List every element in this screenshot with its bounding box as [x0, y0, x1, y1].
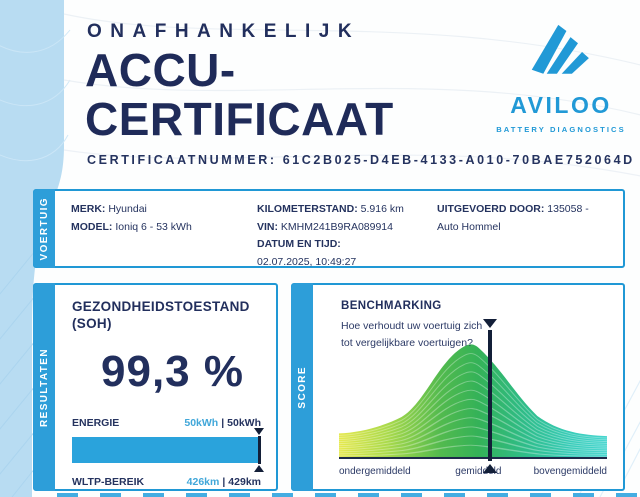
wltp-values: 426km | 429km — [187, 476, 261, 488]
wltp-current-value: 426km — [186, 476, 220, 488]
vehicle-km-field: KILOMETERSTAND: 5.916 km — [257, 201, 437, 219]
vehicle-tab-label: VOERTUIG — [38, 196, 50, 261]
energy-label: ENERGIE — [72, 417, 120, 429]
energy-max-value: 50kWh — [227, 417, 261, 429]
axis-label-mid: gemiddeld — [455, 466, 502, 477]
vehicle-executor-field: UITGEVOERD DOOR: 135058 - Auto Hommel — [437, 201, 609, 236]
soh-heading: GEZONDHEIDSTOESTAND (SOH) — [72, 299, 250, 331]
brand-logo: AVILOO BATTERY DIAGNOSTICS — [493, 14, 629, 134]
model-value: Ioniq 6 - 53 kWh — [115, 220, 192, 233]
soh-value: 99,3 % — [101, 347, 244, 396]
brand-tagline: BATTERY DIAGNOSTICS — [496, 125, 626, 134]
vehicle-column-2: KILOMETERSTAND: 5.916 km VIN: KMHM241B9R… — [257, 201, 437, 268]
marker-line — [257, 436, 261, 464]
benchmarking-title: BENCHMARKING — [341, 300, 442, 312]
vehicle-model-field: MODEL: Ioniq 6 - 53 kWh — [71, 219, 257, 237]
wltp-separator: | — [222, 476, 226, 488]
vehicle-card: VOERTUIG MERK: Hyundai MODEL: Ioniq 6 - … — [33, 189, 625, 268]
score-marker-triangle-up-icon — [483, 464, 498, 473]
vehicle-tab: VOERTUIG — [33, 189, 55, 268]
brand-wordmark: AVILOO — [510, 92, 612, 118]
score-marker-triangle-down-icon — [483, 319, 498, 328]
vehicle-merk-field: MERK: Hyundai — [71, 201, 257, 219]
energy-bar-fill — [72, 437, 260, 463]
executor-value: 135058 - Auto Hommel — [437, 203, 589, 233]
header-kicker: ONAFHANKELIJK — [87, 21, 361, 42]
merk-label: MERK: — [71, 203, 106, 215]
score-card-content: BENCHMARKING Hoe verhoudt uw voertuig zi… — [315, 285, 623, 489]
vehicle-column-3: UITGEVOERD DOOR: 135058 - Auto Hommel — [437, 201, 613, 258]
model-label: MODEL: — [71, 220, 113, 233]
energy-current-value: 50kWh — [184, 417, 219, 429]
benchmarking-question: Hoe verhoudt uw voertuig zich tot vergel… — [341, 320, 483, 349]
axis-label-low: ondergemiddeld — [339, 466, 411, 477]
score-tab: SCORE — [291, 283, 313, 491]
score-marker-line — [488, 330, 493, 461]
wltp-label: WLTP-BEREIK — [72, 476, 145, 488]
marker-triangle-down-icon — [254, 428, 264, 435]
aviloo-triangles-icon — [531, 24, 589, 74]
wltp-row: WLTP-BEREIK 426km | 429km — [72, 476, 261, 488]
certificate-number-value: 61C2B025-D4EB-4133-A010-70BAE752064D — [282, 153, 635, 167]
page-title-line1: ACCU- — [85, 44, 236, 96]
energy-separator: | — [221, 417, 225, 429]
results-card: RESULTATEN GEZONDHEIDSTOESTAND (SOH) 99,… — [33, 283, 278, 491]
executor-label: UITGEVOERD DOOR: — [437, 203, 545, 215]
axis-label-high: bovengemiddeld — [533, 466, 607, 477]
page-title: ACCU- CERTIFICAAT — [85, 46, 394, 144]
vehicle-column-1: MERK: Hyundai MODEL: Ioniq 6 - 53 kWh — [71, 201, 257, 258]
results-card-content: GEZONDHEIDSTOESTAND (SOH) 99,3 % ENERGIE… — [57, 285, 276, 489]
page-title-line2: CERTIFICAAT — [85, 93, 394, 145]
left-band-shape — [0, 0, 64, 497]
score-card: SCORE BENCHMARKING Hoe verhoudt uw voert… — [291, 283, 625, 491]
bell-curve-fill — [339, 344, 607, 459]
results-tab: RESULTATEN — [33, 283, 55, 491]
wltp-max-value: 429km — [228, 476, 261, 488]
datetime-label: DATUM EN TIJD: — [257, 238, 341, 250]
vehicle-card-content: MERK: Hyundai MODEL: Ioniq 6 - 53 kWh KI… — [57, 191, 623, 268]
energy-values: 50kWh | 50kWh — [184, 417, 261, 429]
vin-label: VIN: — [257, 220, 278, 233]
benchmark-curve-chart — [339, 319, 607, 473]
energy-row: ENERGIE 50kWh | 50kWh — [72, 417, 261, 429]
certificate-number: CERTIFICAATNUMMER: 61C2B025-D4EB-4133-A0… — [87, 153, 635, 167]
results-tab-label: RESULTATEN — [38, 347, 50, 427]
vehicle-datetime-field: DATUM EN TIJD: 02.07.2025, 10:49:27 — [257, 236, 437, 271]
datetime-value: 02.07.2025, 10:49:27 — [257, 255, 357, 268]
marker-triangle-up-icon — [254, 465, 264, 472]
kilometerstand-value: 5.916 km — [360, 203, 404, 215]
bottom-dashed-line — [57, 493, 640, 497]
score-tab-label: SCORE — [296, 365, 308, 409]
energy-bar — [72, 428, 264, 472]
merk-value: Hyundai — [108, 203, 147, 215]
certificate-number-label: CERTIFICAATNUMMER: — [87, 153, 277, 167]
kilometerstand-label: KILOMETERSTAND: — [257, 203, 358, 215]
curve-baseline — [339, 456, 607, 459]
vehicle-vin-field: VIN: KMHM241B9RA089914 — [257, 219, 437, 237]
score-axis-labels: ondergemiddeld gemiddeld bovengemiddeld — [339, 466, 607, 480]
vin-value: KMHM241B9RA089914 — [280, 220, 393, 233]
